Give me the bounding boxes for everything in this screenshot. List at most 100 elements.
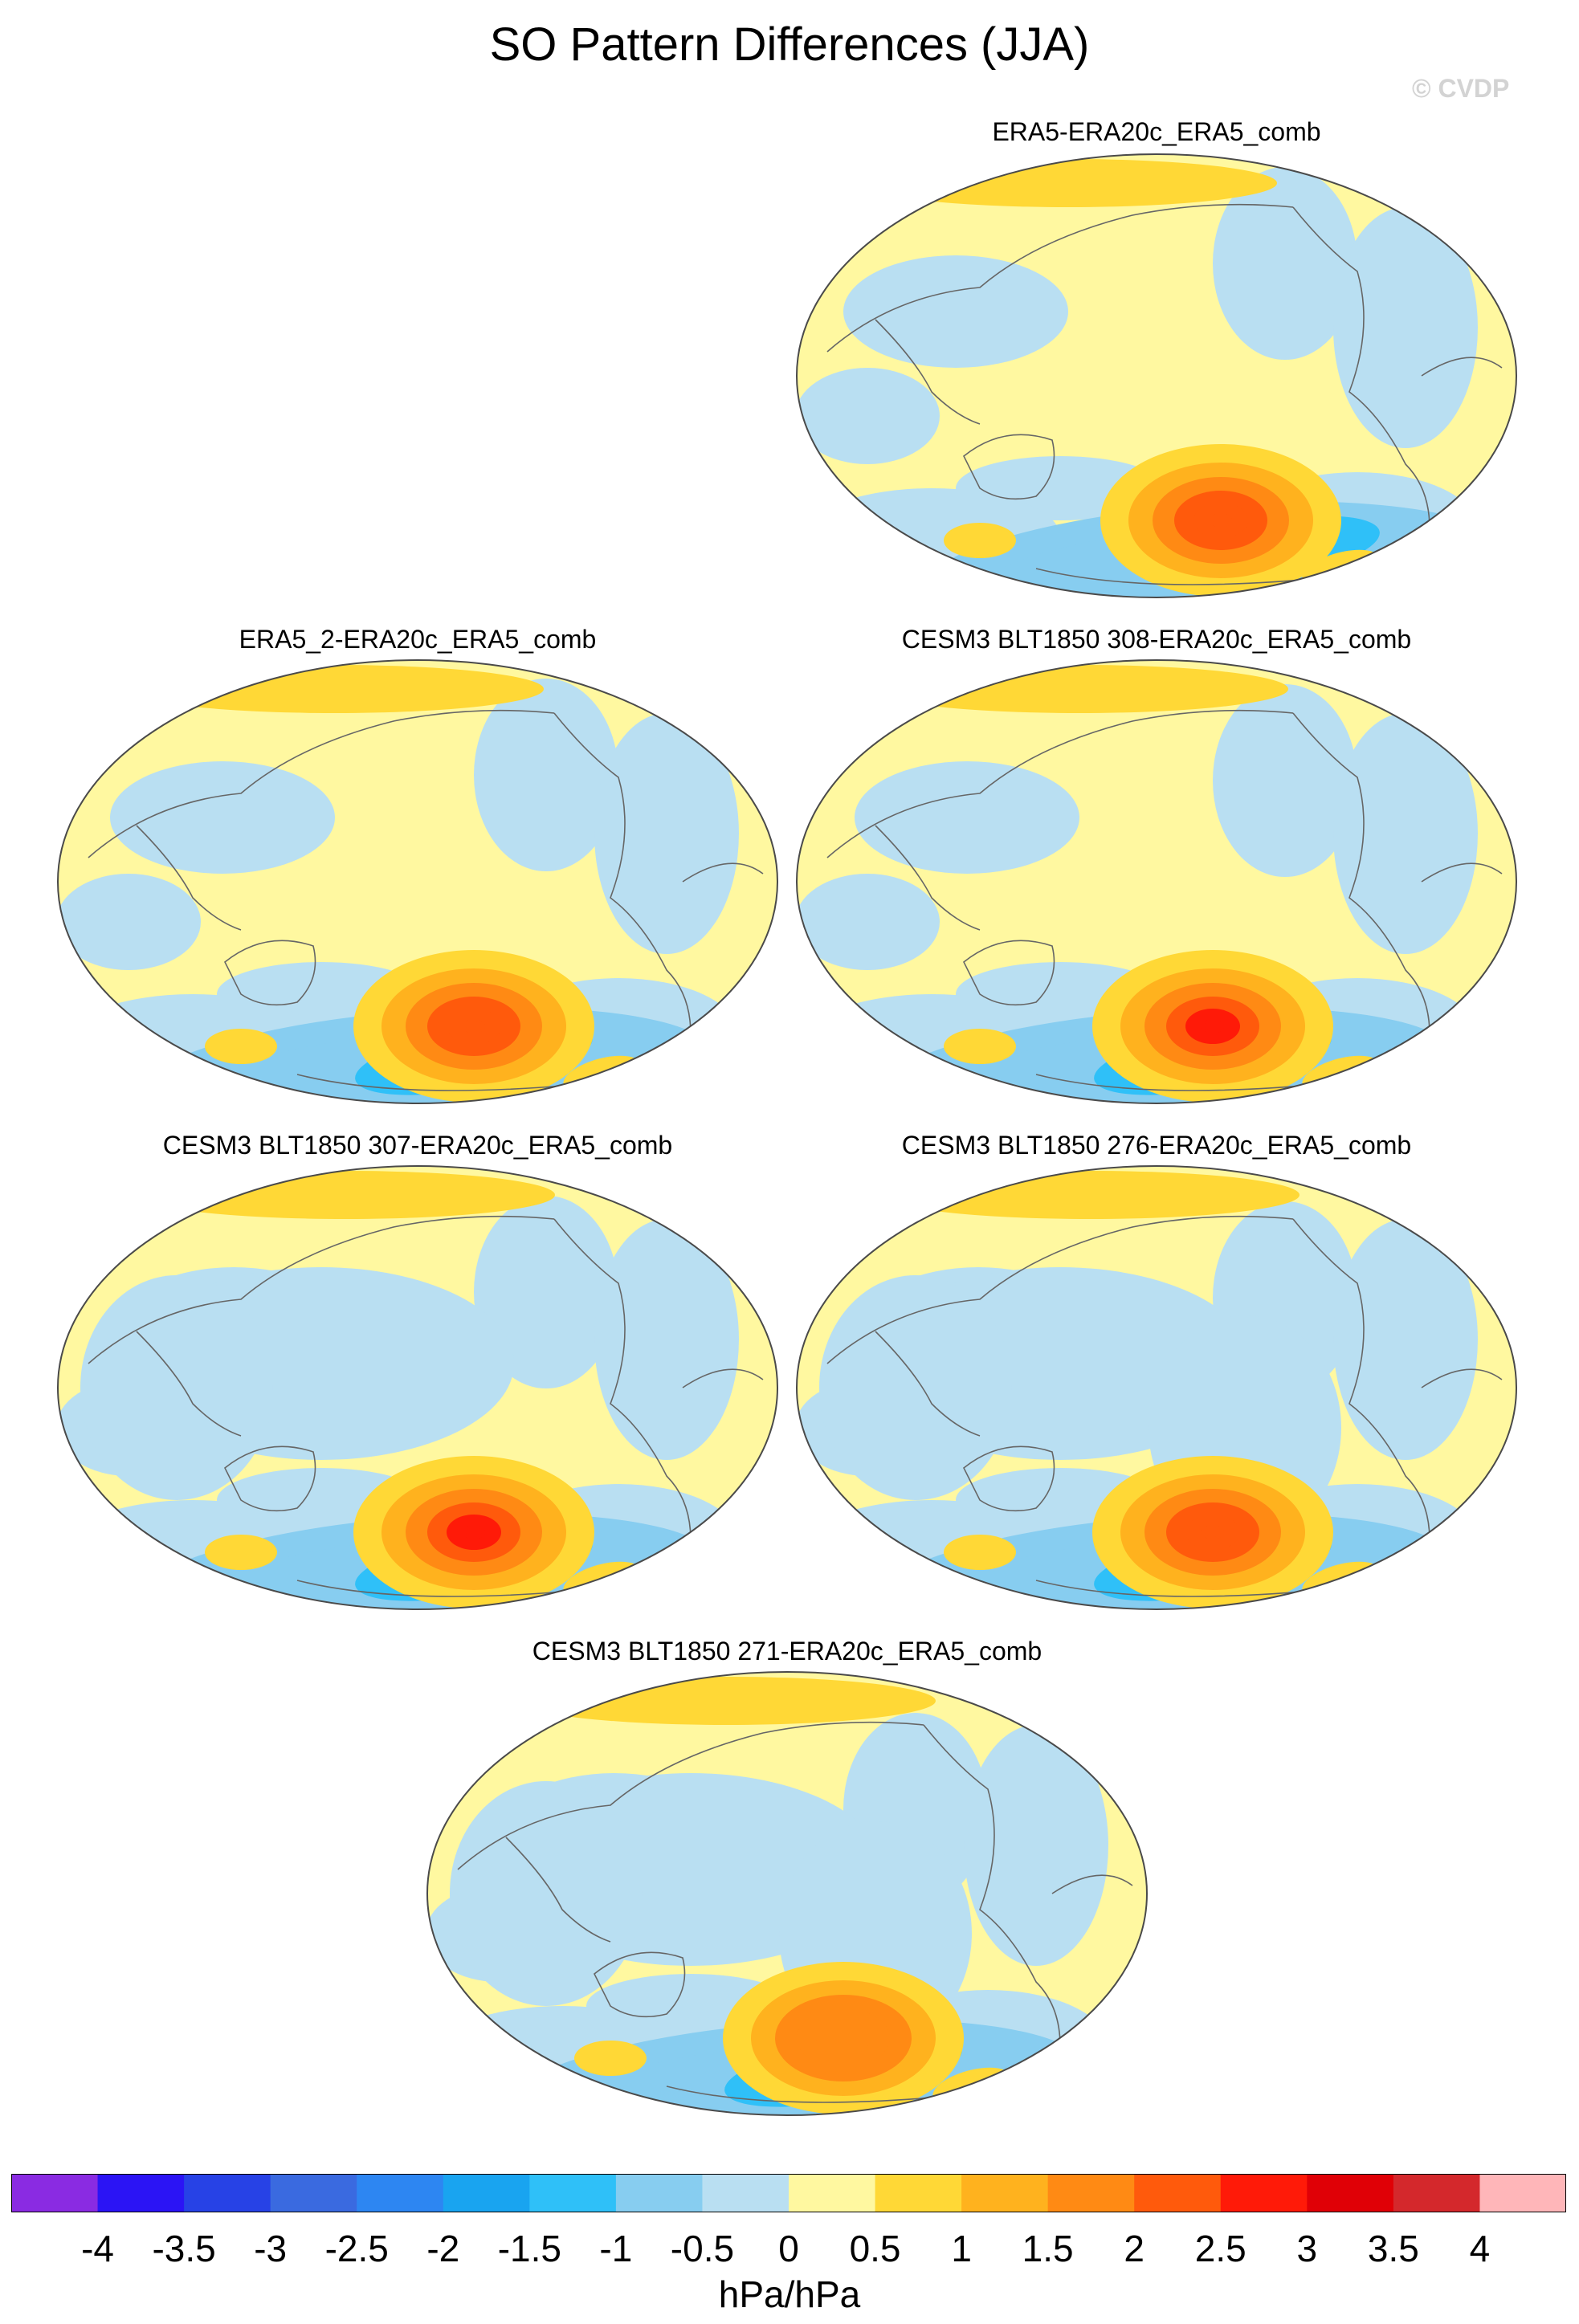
negative-anomaly-region — [1213, 684, 1357, 877]
coastline — [826, 709, 1294, 858]
colorbar-swatch — [11, 2174, 99, 2212]
colorbar-tick-label: 3.5 — [1367, 2228, 1419, 2269]
anomaly-core — [835, 2033, 851, 2043]
anomaly-core — [1213, 516, 1229, 525]
negative-anomaly-region — [964, 1725, 1108, 1966]
map-outline — [796, 153, 1517, 598]
map-outline — [426, 1671, 1148, 2116]
panel-title: CESM3 BLT1850 276-ERA20c_ERA5_comb — [901, 1131, 1412, 1160]
colorbar-swatch — [184, 2174, 271, 2212]
anomaly-core — [1205, 1021, 1221, 1031]
map-panel — [795, 151, 1518, 601]
map-panel — [56, 1163, 779, 1613]
panel-title: CESM3 BLT1850 307-ERA20c_ERA5_comb — [162, 1131, 673, 1160]
coastline — [1292, 712, 1430, 1035]
coastline — [553, 1218, 692, 1541]
coastline — [875, 1331, 981, 1437]
map-panel — [795, 1163, 1518, 1613]
colorbar-swatch — [1220, 2174, 1308, 2212]
coastline — [88, 1215, 555, 1364]
map-panel — [426, 1669, 1149, 2118]
coastline — [505, 1837, 611, 1943]
page-title: SO Pattern Differences (JJA) — [489, 18, 1090, 71]
positive-patch — [944, 523, 1016, 558]
map-outline — [57, 1165, 778, 1610]
negative-anomaly-region — [1333, 207, 1478, 448]
colorbar-swatch — [1047, 2174, 1135, 2212]
colorbar-tick-label: -2 — [426, 2228, 460, 2269]
colorbar-tick-label: -0.5 — [670, 2228, 735, 2269]
negative-anomaly-region — [474, 1196, 618, 1388]
coastline — [875, 319, 981, 425]
colorbar-swatch — [615, 2174, 703, 2212]
colorbar-tick-label: 0 — [778, 2228, 799, 2269]
negative-anomaly-region — [797, 874, 940, 970]
colorbar-units: hPa/hPa — [718, 2273, 861, 2315]
coastline — [553, 712, 692, 1035]
colorbar-swatch — [961, 2174, 1049, 2212]
coastline — [875, 825, 981, 931]
panel-title: ERA5-ERA20c_ERA5_comb — [992, 117, 1321, 146]
coastline — [962, 434, 1055, 500]
negative-anomaly-region — [843, 255, 1068, 368]
colorbar-border — [11, 2174, 1566, 2212]
colorbar-swatch — [1307, 2174, 1394, 2212]
colorbar-tick-label: -2.5 — [324, 2228, 389, 2269]
coastline — [826, 203, 1294, 353]
colorbar-tick-label: 2 — [1124, 2228, 1145, 2269]
colorbar-swatch — [97, 2174, 185, 2212]
colorbar-swatch — [702, 2174, 790, 2212]
coastline — [1051, 1874, 1133, 1894]
positive-patch — [944, 1535, 1016, 1570]
colorbar — [11, 2174, 1566, 2212]
negative-anomaly-region — [1333, 1219, 1478, 1460]
colorbar-swatch — [270, 2174, 357, 2212]
positive-patch — [205, 1535, 277, 1570]
negative-anomaly-region — [1333, 713, 1478, 954]
anomaly-core — [466, 1527, 482, 1537]
panel-title: CESM3 BLT1850 308-ERA20c_ERA5_comb — [901, 625, 1412, 654]
colorbar-tick-label: 3 — [1296, 2228, 1318, 2269]
negative-anomaly-region — [1213, 167, 1357, 360]
coastline — [136, 1331, 242, 1437]
negative-anomaly-region — [594, 1219, 739, 1460]
watermark: © CVDP — [1412, 74, 1510, 103]
colorbar-tick-label: 1.5 — [1022, 2228, 1074, 2269]
anomaly-core — [466, 1021, 482, 1031]
map-outline — [57, 659, 778, 1104]
colorbar-tick-label: 2.5 — [1194, 2228, 1246, 2269]
coastline — [223, 1445, 316, 1512]
negative-anomaly-region — [450, 1781, 643, 2006]
colorbar-tick-label: -3.5 — [152, 2228, 216, 2269]
map-outline — [796, 659, 1517, 1104]
coastline — [1292, 206, 1430, 529]
colorbar-tick-label: -3 — [254, 2228, 288, 2269]
positive-patch — [944, 1029, 1016, 1064]
negative-anomaly-region — [80, 1275, 273, 1500]
colorbar-tick-label: 1 — [951, 2228, 972, 2269]
colorbar-swatch — [443, 2174, 530, 2212]
coastline — [682, 1368, 764, 1388]
colorbar-swatch — [875, 2174, 962, 2212]
colorbar-swatch — [1393, 2174, 1480, 2212]
colorbar-swatch — [1134, 2174, 1222, 2212]
colorbar-tick-label: -1 — [599, 2228, 633, 2269]
colorbar-swatch — [529, 2174, 617, 2212]
coastline — [457, 1721, 924, 1870]
coastline — [223, 940, 316, 1006]
coastline — [136, 825, 242, 931]
positive-patch — [205, 1029, 277, 1064]
negative-anomaly-region — [855, 761, 1079, 874]
map-panel — [56, 657, 779, 1107]
colorbar-tick-label: 0.5 — [849, 2228, 901, 2269]
coastline — [826, 1215, 1294, 1364]
anomaly-core — [1205, 1527, 1221, 1537]
negative-anomaly-region — [58, 874, 201, 970]
colorbar-tick-label: 4 — [1469, 2228, 1491, 2269]
arctic-positive-patch — [871, 665, 1288, 713]
negative-anomaly-region — [474, 679, 618, 871]
coastline — [682, 862, 764, 883]
negative-anomaly-region — [594, 713, 739, 954]
negative-anomaly-region — [797, 368, 940, 464]
colorbar-swatch — [1479, 2174, 1566, 2212]
